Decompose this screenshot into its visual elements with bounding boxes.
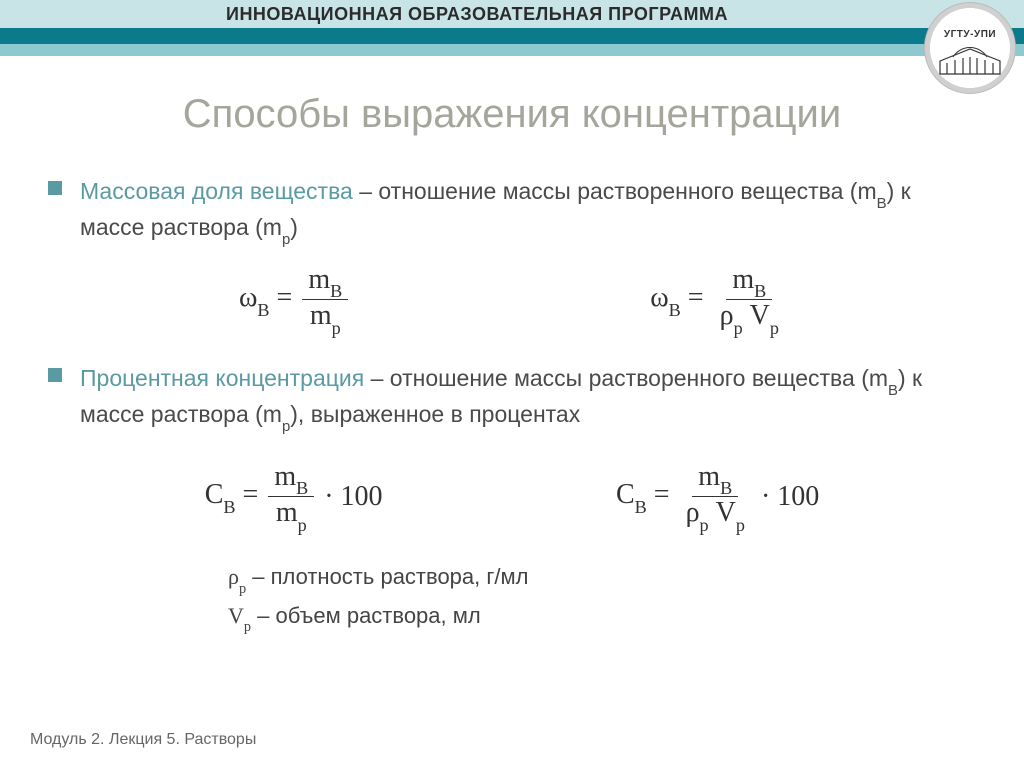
subscript: р	[734, 318, 743, 338]
symbol: ρ	[228, 564, 239, 589]
lead-term: Массовая доля вещества	[80, 178, 353, 204]
lead-term: Процентная концентрация	[80, 365, 364, 391]
header-band-mid	[0, 28, 1024, 44]
program-title: ИННОВАЦИОННАЯ ОБРАЗОВАТЕЛЬНАЯ ПРОГРАММА	[0, 4, 954, 25]
subscript: р	[332, 318, 341, 338]
numerator-sym: m	[308, 264, 330, 295]
subscript: В	[754, 281, 766, 301]
subscript: р	[282, 418, 290, 435]
symbol: ω	[650, 282, 668, 313]
subscript: В	[223, 497, 235, 517]
subscript: р	[298, 515, 307, 535]
formula-row: ωВ = mВ mр ωВ = mВ ρр Vр	[88, 266, 936, 335]
bullet-square-icon	[48, 181, 62, 195]
formula-tail: · 100	[324, 481, 382, 513]
denominator-sym: V	[716, 497, 736, 528]
numerator-sym: m	[698, 461, 720, 492]
legend-line: Vр – объем раствора, мл	[228, 598, 976, 636]
symbol: ω	[239, 282, 257, 313]
denominator-sym: m	[276, 497, 298, 528]
denominator-sym: ρ	[686, 497, 700, 528]
subscript: р	[282, 231, 290, 248]
footer-text: Модуль 2. Лекция 5. Растворы	[30, 731, 256, 749]
subscript: В	[877, 195, 887, 212]
header-band-bottom	[0, 44, 1024, 56]
building-icon	[939, 47, 1001, 75]
bullet-text: Процентная концентрация – отношение масс…	[80, 362, 976, 435]
slide-title: Способы выражения концентрации	[0, 92, 1024, 137]
subscript: В	[635, 497, 647, 517]
subscript: р	[736, 515, 745, 535]
bullet-square-icon	[48, 368, 62, 382]
university-logo: УГТУ-УПИ	[924, 2, 1016, 94]
denominator-sym: ρ	[720, 300, 734, 331]
bullet-item: Массовая доля вещества – отношение массы…	[48, 175, 976, 248]
bullet-fragment: )	[290, 214, 298, 240]
subscript: р	[239, 581, 246, 597]
formula-row: CВ = mВ mр · 100 CВ = mВ ρр Vр · 100	[88, 463, 936, 532]
bullet-fragment: – отношение массы растворенного вещества…	[364, 365, 888, 391]
formula-omega-density: ωВ = mВ ρр Vр	[650, 266, 785, 335]
numerator-sym: m	[732, 264, 754, 295]
denominator-sym: m	[310, 300, 332, 331]
formula-c-density: CВ = mВ ρр Vр · 100	[616, 463, 819, 532]
subscript: В	[330, 281, 342, 301]
formula-c-simple: CВ = mВ mр · 100	[205, 463, 383, 532]
subscript: р	[244, 619, 251, 635]
subscript: р	[700, 515, 709, 535]
formula-tail: · 100	[761, 481, 819, 513]
legend: ρр – плотность раствора, г/мл Vр – объем…	[228, 559, 976, 636]
bullet-fragment: ), выраженное в процентах	[290, 401, 580, 427]
subscript: В	[720, 478, 732, 498]
legend-text: – объем раствора, мл	[251, 603, 481, 628]
subscript: В	[669, 300, 681, 320]
legend-text: – плотность раствора, г/мл	[246, 564, 528, 589]
subscript: р	[770, 318, 779, 338]
subscript: В	[296, 478, 308, 498]
bullet-fragment: – отношение массы растворенного вещества…	[353, 178, 877, 204]
formula-omega-simple: ωВ = mВ mр	[239, 266, 348, 335]
bullet-item: Процентная концентрация – отношение масс…	[48, 362, 976, 435]
subscript: В	[888, 382, 898, 399]
legend-line: ρр – плотность раствора, г/мл	[228, 559, 976, 597]
symbol: C	[616, 479, 635, 510]
logo-text: УГТУ-УПИ	[944, 29, 996, 40]
denominator-sym: V	[750, 300, 770, 331]
symbol: V	[228, 603, 244, 628]
symbol: C	[205, 479, 224, 510]
numerator-sym: m	[274, 461, 296, 492]
subscript: В	[257, 300, 269, 320]
bullet-text: Массовая доля вещества – отношение массы…	[80, 175, 976, 248]
content-area: Массовая доля вещества – отношение массы…	[48, 175, 976, 636]
